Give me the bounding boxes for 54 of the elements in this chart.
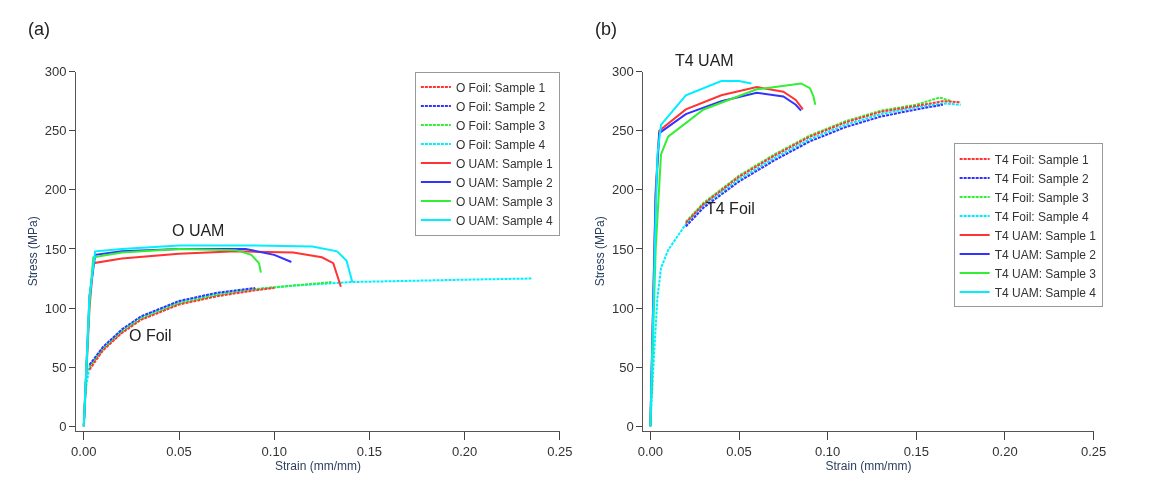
- y-axis-title: Stress (MPa): [593, 216, 608, 287]
- legend-label: O Foil: Sample 3: [455, 118, 546, 133]
- legend-label: T4 Foil: Sample 1: [994, 152, 1090, 167]
- x-tick-label: 0.20: [992, 443, 1018, 459]
- y-tick-label: 300: [611, 64, 634, 80]
- x-axis-title: Strain (mm/mm): [275, 458, 362, 473]
- y-tick-label: 250: [611, 123, 634, 139]
- legend-label: T4 Foil: Sample 4: [994, 209, 1090, 224]
- y-tick-label: 100: [611, 300, 634, 316]
- x-tick-label: 0.25: [547, 443, 573, 459]
- legend-label: O UAM: Sample 2: [455, 175, 553, 190]
- y-tick-label: 0: [59, 418, 67, 434]
- x-tick-label: 0.15: [903, 443, 929, 459]
- y-tick-label: 100: [44, 300, 67, 316]
- x-tick-label: 0.10: [815, 443, 841, 459]
- y-tick-label: 150: [44, 241, 67, 257]
- y-tick-label: 50: [52, 359, 67, 375]
- legend-label: T4 UAM: Sample 4: [994, 285, 1097, 300]
- legend-label: T4 UAM: Sample 2: [994, 247, 1097, 262]
- y-tick-label: 50: [619, 359, 634, 375]
- text: T4 UAM: [675, 52, 734, 69]
- y-tick-label: 200: [44, 182, 67, 198]
- legend-label: O UAM: Sample 1: [455, 156, 553, 171]
- text: (a): [28, 19, 50, 39]
- annotation: T4 Foil: [706, 200, 755, 217]
- y-tick-label: 150: [611, 241, 634, 257]
- legend-label: T4 Foil: Sample 3: [994, 190, 1090, 205]
- legend-label: O Foil: Sample 4: [455, 137, 546, 152]
- x-tick-label: 0.15: [356, 443, 383, 459]
- legend-label: O Foil: Sample 2: [455, 99, 546, 114]
- x-tick-label: 0.00: [71, 443, 97, 459]
- y-tick-label: 0: [626, 418, 634, 434]
- x-tick-label: 0.05: [166, 443, 192, 459]
- text: (b): [595, 19, 617, 39]
- x-tick-label: 0.00: [637, 443, 664, 459]
- legend-label: T4 UAM: Sample 3: [994, 266, 1097, 281]
- legend-label: O UAM: Sample 4: [455, 213, 553, 228]
- y-tick-label: 250: [44, 123, 67, 139]
- legend-label: T4 UAM: Sample 1: [994, 228, 1097, 243]
- legend-label: O UAM: Sample 3: [455, 194, 553, 209]
- y-tick-label: 300: [44, 64, 67, 80]
- y-axis-title: Stress (MPa): [26, 216, 41, 287]
- x-axis-title: Strain (mm/mm): [825, 458, 912, 473]
- annotation: O UAM: [172, 222, 225, 239]
- line-series: [88, 286, 257, 366]
- legend-label: T4 Foil: Sample 2: [994, 171, 1090, 186]
- y-tick-label: 200: [611, 182, 634, 198]
- x-tick-label: 0.25: [1080, 443, 1107, 459]
- x-tick-label: 0.20: [452, 443, 478, 459]
- x-tick-label: 0.05: [726, 443, 752, 459]
- legend-label: O Foil: Sample 1: [455, 80, 546, 95]
- line-series: [88, 286, 276, 371]
- x-tick-label: 0.10: [261, 443, 287, 459]
- annotation: O Foil: [129, 327, 172, 344]
